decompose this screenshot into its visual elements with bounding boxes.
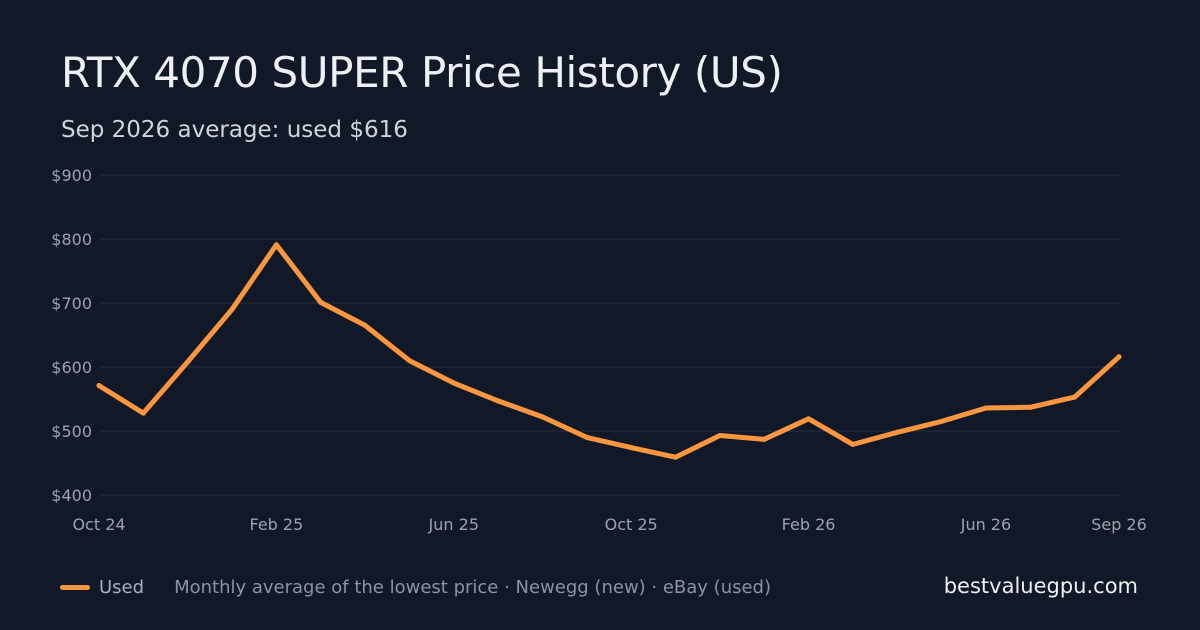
legend-label-used: Used: [99, 576, 145, 598]
x-axis-ticks: Oct 24 Feb 25 Jun 25 Oct 25 Feb 26 Jun 26 Sep …: [72, 515, 1146, 534]
y-tick-label: $700: [51, 294, 92, 313]
legend-swatch-used: [60, 584, 90, 590]
x-tick-label: Oct 25: [605, 515, 658, 534]
data-point-used: [628, 445, 634, 451]
data-point-used: [761, 436, 767, 442]
data-point-used: [1116, 354, 1122, 360]
data-point-used: [584, 434, 590, 440]
data-point-used: [495, 398, 501, 404]
data-point-used: [850, 441, 856, 447]
x-tick-label: Jun 25: [428, 515, 479, 534]
data-point-used: [673, 454, 679, 460]
data-point-used: [1072, 394, 1078, 400]
data-point-used: [96, 383, 102, 389]
data-point-used: [939, 418, 945, 424]
x-tick-label: Feb 25: [250, 515, 304, 534]
x-tick-label: Oct 24: [72, 515, 125, 534]
data-point-used: [1027, 404, 1033, 410]
data-point-used: [362, 322, 368, 328]
chart-subtitle: Sep 2026 average: used $616: [61, 117, 408, 143]
data-point-used: [539, 414, 545, 420]
legend-note: Monthly average of the lowest price · Ne…: [174, 576, 772, 598]
x-tick-label: Sep 26: [1091, 515, 1147, 534]
chart-title: RTX 4070 SUPER Price History (US): [61, 48, 783, 97]
data-point-used: [406, 358, 412, 364]
y-tick-label: $900: [51, 166, 92, 185]
brand-label: bestvaluegpu.com: [943, 574, 1138, 598]
data-point-used: [894, 429, 900, 435]
data-point-used: [451, 380, 457, 386]
data-point-used: [185, 359, 191, 365]
y-tick-label: $800: [51, 230, 92, 249]
data-point-used: [983, 405, 989, 411]
chart-legend: Used Monthly average of the lowest price…: [60, 576, 771, 598]
y-tick-label: $400: [51, 486, 92, 505]
y-axis-ticks: $400 $500 $600 $700 $800 $900: [51, 166, 92, 505]
grid-lines: [99, 174, 1119, 496]
data-point-used: [140, 410, 146, 416]
y-tick-label: $600: [51, 358, 92, 377]
data-point-used: [717, 432, 723, 438]
data-point-used: [229, 306, 235, 312]
series-lines: [96, 242, 1122, 460]
y-tick-label: $500: [51, 422, 92, 441]
x-tick-label: Feb 26: [782, 515, 836, 534]
x-tick-label: Jun 26: [960, 515, 1011, 534]
data-point-used: [273, 242, 279, 248]
series-line-used: [96, 242, 1122, 460]
data-point-used: [806, 416, 812, 422]
data-point-used: [318, 299, 324, 305]
